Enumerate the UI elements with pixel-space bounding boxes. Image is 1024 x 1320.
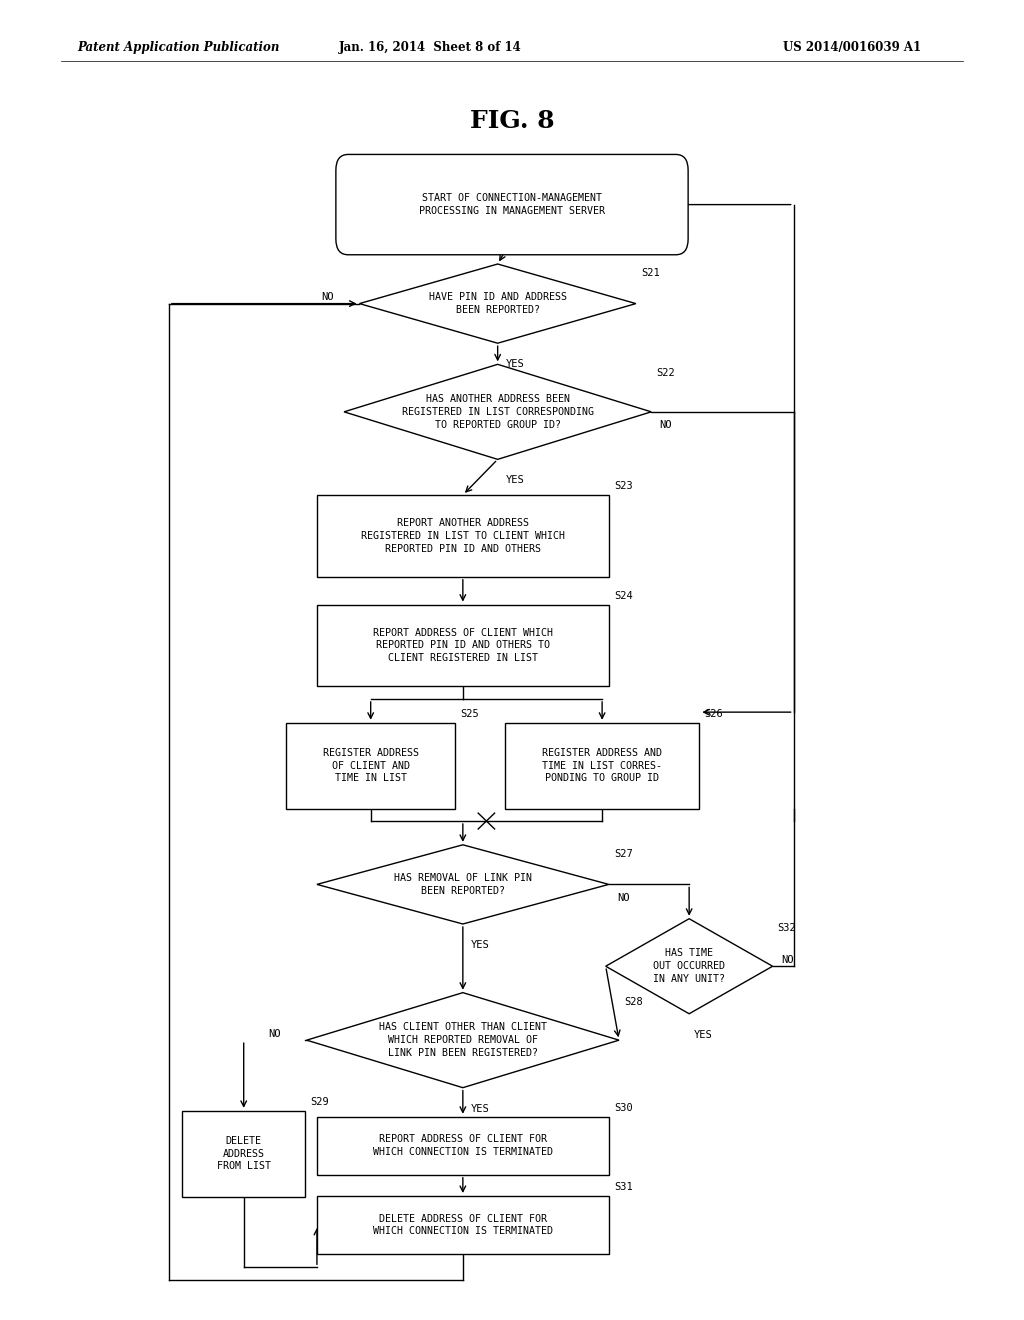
Text: HAVE PIN ID AND ADDRESS
BEEN REPORTED?: HAVE PIN ID AND ADDRESS BEEN REPORTED? bbox=[429, 292, 566, 315]
Text: Jan. 16, 2014  Sheet 8 of 14: Jan. 16, 2014 Sheet 8 of 14 bbox=[339, 41, 521, 54]
Bar bbox=[317, 605, 608, 686]
Text: S29: S29 bbox=[310, 1097, 329, 1106]
Text: NO: NO bbox=[781, 954, 794, 965]
Polygon shape bbox=[344, 364, 651, 459]
Text: HAS CLIENT OTHER THAN CLIENT
WHICH REPORTED REMOVAL OF
LINK PIN BEEN REGISTERED?: HAS CLIENT OTHER THAN CLIENT WHICH REPOR… bbox=[379, 1023, 547, 1057]
Text: HAS TIME
OUT OCCURRED
IN ANY UNIT?: HAS TIME OUT OCCURRED IN ANY UNIT? bbox=[653, 949, 725, 983]
Text: NO: NO bbox=[616, 892, 630, 903]
Text: S26: S26 bbox=[705, 709, 723, 718]
Text: HAS ANOTHER ADDRESS BEEN
REGISTERED IN LIST CORRESPONDING
TO REPORTED GROUP ID?: HAS ANOTHER ADDRESS BEEN REGISTERED IN L… bbox=[401, 395, 594, 429]
Polygon shape bbox=[359, 264, 636, 343]
Bar bbox=[182, 1111, 305, 1196]
Text: REPORT ADDRESS OF CLIENT FOR
WHICH CONNECTION IS TERMINATED: REPORT ADDRESS OF CLIENT FOR WHICH CONNE… bbox=[373, 1134, 553, 1158]
Bar bbox=[317, 495, 608, 577]
FancyBboxPatch shape bbox=[336, 154, 688, 255]
Text: S28: S28 bbox=[625, 997, 643, 1007]
Text: S21: S21 bbox=[641, 268, 659, 279]
Text: DELETE ADDRESS OF CLIENT FOR
WHICH CONNECTION IS TERMINATED: DELETE ADDRESS OF CLIENT FOR WHICH CONNE… bbox=[373, 1213, 553, 1237]
Bar bbox=[317, 1117, 608, 1175]
Text: YES: YES bbox=[506, 475, 524, 486]
Polygon shape bbox=[317, 845, 608, 924]
Text: NO: NO bbox=[322, 292, 334, 302]
Text: S25: S25 bbox=[461, 709, 479, 718]
Text: NO: NO bbox=[659, 420, 672, 430]
Text: YES: YES bbox=[694, 1030, 713, 1040]
Text: S32: S32 bbox=[778, 923, 797, 933]
Text: REGISTER ADDRESS AND
TIME IN LIST CORRES-
PONDING TO GROUP ID: REGISTER ADDRESS AND TIME IN LIST CORRES… bbox=[542, 748, 663, 783]
Text: S30: S30 bbox=[614, 1102, 633, 1113]
Text: DELETE
ADDRESS
FROM LIST: DELETE ADDRESS FROM LIST bbox=[217, 1137, 270, 1171]
Bar bbox=[317, 1196, 608, 1254]
Polygon shape bbox=[307, 993, 618, 1088]
Text: REPORT ANOTHER ADDRESS
REGISTERED IN LIST TO CLIENT WHICH
REPORTED PIN ID AND OT: REPORT ANOTHER ADDRESS REGISTERED IN LIS… bbox=[360, 519, 565, 553]
Text: YES: YES bbox=[471, 940, 489, 950]
Text: YES: YES bbox=[471, 1104, 489, 1114]
Text: FIG. 8: FIG. 8 bbox=[470, 110, 554, 133]
Text: S22: S22 bbox=[656, 368, 675, 379]
Text: REGISTER ADDRESS
OF CLIENT AND
TIME IN LIST: REGISTER ADDRESS OF CLIENT AND TIME IN L… bbox=[323, 748, 419, 783]
Polygon shape bbox=[606, 919, 773, 1014]
Bar bbox=[505, 723, 699, 808]
Text: YES: YES bbox=[506, 359, 524, 370]
Text: US 2014/0016039 A1: US 2014/0016039 A1 bbox=[783, 41, 922, 54]
Text: START OF CONNECTION-MANAGEMENT
PROCESSING IN MANAGEMENT SERVER: START OF CONNECTION-MANAGEMENT PROCESSIN… bbox=[419, 193, 605, 216]
Text: Patent Application Publication: Patent Application Publication bbox=[77, 41, 280, 54]
Text: REPORT ADDRESS OF CLIENT WHICH
REPORTED PIN ID AND OTHERS TO
CLIENT REGISTERED I: REPORT ADDRESS OF CLIENT WHICH REPORTED … bbox=[373, 628, 553, 663]
Text: NO: NO bbox=[268, 1028, 281, 1039]
Text: HAS REMOVAL OF LINK PIN
BEEN REPORTED?: HAS REMOVAL OF LINK PIN BEEN REPORTED? bbox=[394, 873, 531, 896]
Text: S24: S24 bbox=[614, 590, 633, 601]
Text: S27: S27 bbox=[614, 849, 633, 859]
Text: S31: S31 bbox=[614, 1181, 633, 1192]
Text: S23: S23 bbox=[614, 480, 633, 491]
Bar bbox=[286, 723, 455, 808]
